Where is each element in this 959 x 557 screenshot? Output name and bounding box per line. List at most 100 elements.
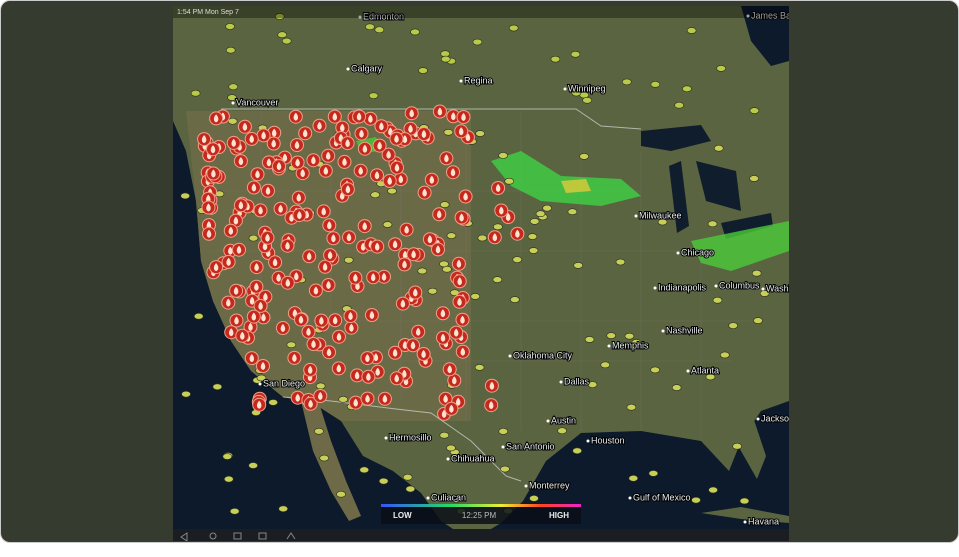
shield [472,38,483,46]
shield [671,384,682,391]
flame [280,324,286,332]
city-dot [546,419,550,423]
fire-marker [323,248,338,263]
flame [251,312,257,321]
flame [336,364,342,373]
flame [332,112,338,121]
fire-markers [197,104,525,421]
fire-marker [342,230,356,245]
flame [326,348,332,357]
shield [374,26,385,34]
flame [249,134,254,143]
flame [322,262,328,271]
fire-marker [226,135,241,150]
shield [732,442,742,450]
shield [753,317,763,324]
fire-marker [390,160,404,175]
fire-marker [350,368,365,383]
city-dot [686,369,690,373]
shield [571,89,582,97]
map-area: Edmonton Calgary Regina Winnipeg James Bay Va… [173,6,789,541]
flame [336,332,342,341]
fire-marker [302,249,317,264]
shield [573,262,584,269]
flame [489,381,495,390]
fire-marker [328,313,343,328]
fire-marker [458,189,473,204]
fire-marker [484,378,499,393]
city-dot [746,14,750,18]
city-label: San Antonio [506,441,555,451]
fire-marker [364,308,379,322]
flame [348,312,353,320]
flame [266,158,272,167]
fire-marker [321,148,336,163]
shield [274,13,285,20]
shield [500,465,510,473]
flame [242,122,248,131]
timestamp: 1:54 PM Mon Sep 7 [177,9,239,16]
shield [622,78,632,86]
cuba [701,507,789,523]
city-dot [563,87,567,91]
city-label: Chicago [681,247,714,257]
fire-marker [253,203,268,218]
shield [567,208,578,216]
shield [417,267,428,275]
shield [498,428,509,435]
flame [443,394,448,403]
city-label: Austin [551,415,576,425]
fire-marker [449,325,464,340]
fire-marker [417,185,432,200]
flame [402,250,408,259]
flame [381,272,387,281]
flame [452,376,457,385]
fire-marker [202,226,216,241]
shield [343,256,354,264]
flame [370,273,376,282]
fire-marker [446,109,461,124]
fire-marker [260,230,275,245]
shield [713,144,724,152]
city-label: Culiacan [431,492,466,502]
city-label: Columbus [719,280,760,290]
city-label: Chihuahua [451,453,495,463]
flame [402,135,408,144]
flame [421,130,427,138]
flame [278,204,283,213]
flame [251,183,257,192]
fire-marker [229,283,244,298]
flame [263,292,268,301]
shield [474,364,485,371]
fire-marker [372,138,387,153]
flame [435,245,441,254]
fire-marker [201,200,216,215]
fire-marker [321,278,336,292]
shield [628,474,639,482]
flame [375,367,380,376]
shield [212,383,223,391]
fire-marker [287,350,302,365]
fire-marker [256,359,270,373]
shield [228,83,239,91]
shield [582,96,592,104]
city-label: Edmonton [363,11,404,21]
flame [427,235,433,244]
city-dot [676,251,680,255]
fire-marker [268,255,283,270]
flame [285,278,291,287]
flame [298,315,304,324]
fire-marker [308,283,323,298]
flame [495,184,501,192]
flame [349,323,354,332]
flame [377,141,382,150]
flame [282,153,288,162]
shield [584,336,595,343]
fire-marker [224,325,239,340]
shield [508,24,519,32]
flame [308,399,313,408]
city-label: Monterrey [529,480,570,490]
legend-gradient [381,504,581,507]
shield [686,27,697,34]
city-label: Dallas [564,376,590,386]
